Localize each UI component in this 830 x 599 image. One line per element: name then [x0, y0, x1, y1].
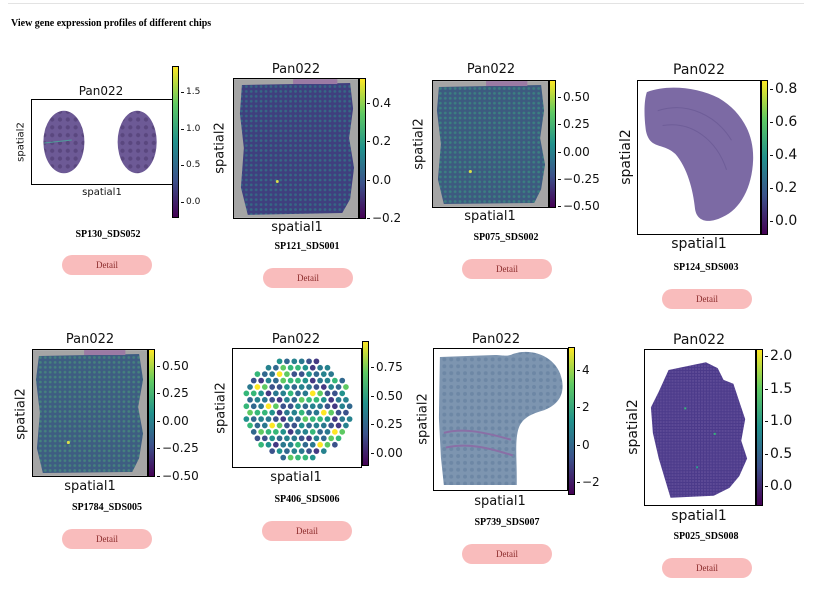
y-axis-label: spatial2: [618, 129, 634, 185]
spatial-plot[interactable]: [233, 78, 359, 219]
colorbar-tick: 0.25: [157, 386, 189, 400]
chip-name: SP121_SDS001: [274, 241, 340, 252]
colorbar-tick: 0.6: [769, 114, 798, 130]
colorbar-tick: 1.0: [180, 124, 201, 134]
colorbar-tick: −0.50: [157, 469, 199, 483]
chip-name: SP739_SDS007: [474, 517, 540, 528]
colorbar-tick: 0.25: [558, 117, 590, 131]
colorbar: [148, 349, 155, 477]
chip-name: SP406_SDS006: [274, 494, 340, 505]
x-axis-label: spatial1: [671, 508, 727, 524]
x-axis-label: spatial1: [64, 479, 116, 494]
detail-button[interactable]: Detail: [462, 544, 552, 564]
colorbar-tick: 0: [577, 438, 590, 452]
colorbar-tick: 1.0: [764, 413, 793, 429]
figure-title: Pan022: [271, 62, 321, 77]
chip-name: SP130_SDS052: [75, 229, 141, 240]
colorbar-tick: 0.50: [558, 90, 590, 104]
detail-button[interactable]: Detail: [262, 521, 352, 541]
figure-title: Pan022: [78, 84, 124, 98]
colorbar-tick: −0.25: [558, 172, 600, 186]
colorbar-tick: 0.5: [180, 160, 201, 170]
colorbar: [568, 347, 575, 495]
detail-button[interactable]: Detail: [662, 289, 752, 309]
figure-title: Pan022: [673, 62, 725, 78]
colorbar: [756, 349, 763, 506]
colorbar-tick: 0.75: [371, 360, 403, 374]
chip-name: SP025_SDS008: [673, 531, 739, 542]
spatial-plot[interactable]: [433, 348, 568, 491]
x-axis-label: spatial1: [82, 187, 122, 198]
spatial-plot[interactable]: [432, 80, 549, 208]
spatial-plot[interactable]: [644, 349, 756, 506]
chip-name: SP124_SDS003: [673, 262, 739, 273]
figure-title: Pan022: [471, 332, 521, 347]
x-axis-label: spatial1: [464, 209, 516, 224]
colorbar-tick: 0.50: [157, 359, 189, 373]
figure-title: Pan022: [673, 332, 725, 348]
colorbar-tick: 0.0: [769, 213, 798, 229]
spatial-plot[interactable]: [637, 80, 761, 235]
colorbar-tick: 0.00: [157, 414, 189, 428]
y-axis-label: spatial2: [212, 122, 228, 174]
colorbar-tick: 0.0: [764, 478, 793, 494]
colorbar: [362, 341, 369, 466]
colorbar-tick: −0.25: [157, 441, 199, 455]
detail-button[interactable]: Detail: [662, 558, 752, 578]
colorbar-tick: 0.8: [769, 81, 798, 97]
colorbar-tick: 1.5: [764, 381, 793, 397]
x-axis-label: spatial1: [271, 220, 323, 235]
chip-name: SP1784_SDS005: [71, 502, 143, 513]
x-axis-label: spatial1: [270, 470, 322, 485]
colorbar-tick: −0.2: [366, 211, 402, 225]
top-divider: [8, 3, 804, 4]
y-axis-label: spatial2: [13, 388, 29, 440]
figure-title: Pan022: [271, 332, 321, 347]
detail-button[interactable]: Detail: [62, 255, 152, 275]
x-axis-label: spatial1: [474, 494, 526, 509]
colorbar: [359, 78, 366, 219]
colorbar-tick: 0.0: [180, 197, 201, 207]
colorbar: [549, 80, 556, 208]
y-axis-label: spatial2: [411, 118, 427, 170]
y-axis-label: spatial2: [213, 382, 229, 434]
spatial-plot[interactable]: [232, 348, 362, 468]
colorbar-tick: 0.4: [769, 147, 798, 163]
colorbar-tick: 0.00: [558, 145, 590, 159]
colorbar-tick: 1.5: [180, 87, 201, 97]
chip-name: SP075_SDS002: [473, 232, 539, 243]
detail-button[interactable]: Detail: [263, 268, 353, 288]
colorbar: [172, 66, 179, 218]
colorbar: [761, 80, 768, 235]
colorbar-tick: 0.50: [371, 389, 403, 403]
colorbar-tick: −0.50: [558, 199, 600, 213]
page-heading: View gene expression profiles of differe…: [11, 18, 212, 29]
y-axis-label: spatial2: [15, 122, 27, 162]
spatial-plot[interactable]: [32, 349, 148, 477]
colorbar-tick: 0.0: [366, 173, 392, 187]
colorbar-tick: 0.00: [371, 446, 403, 460]
colorbar-tick: 2: [577, 400, 590, 414]
colorbar-tick: 0.4: [366, 96, 392, 110]
y-axis-label: spatial2: [415, 393, 431, 445]
colorbar-tick: 0.25: [371, 417, 403, 431]
spatial-plot[interactable]: [31, 99, 173, 185]
figure-title: Pan022: [65, 332, 115, 347]
colorbar-tick: 2.0: [764, 348, 793, 364]
colorbar-tick: −2: [577, 475, 600, 489]
detail-button[interactable]: Detail: [62, 529, 152, 549]
colorbar-tick: 4: [577, 363, 590, 377]
detail-button[interactable]: Detail: [462, 259, 552, 279]
colorbar-tick: 0.5: [764, 446, 793, 462]
figure-title: Pan022: [466, 62, 516, 77]
colorbar-tick: 0.2: [769, 180, 798, 196]
x-axis-label: spatial1: [671, 236, 727, 252]
colorbar-tick: 0.2: [366, 134, 392, 148]
y-axis-label: spatial2: [625, 399, 641, 455]
